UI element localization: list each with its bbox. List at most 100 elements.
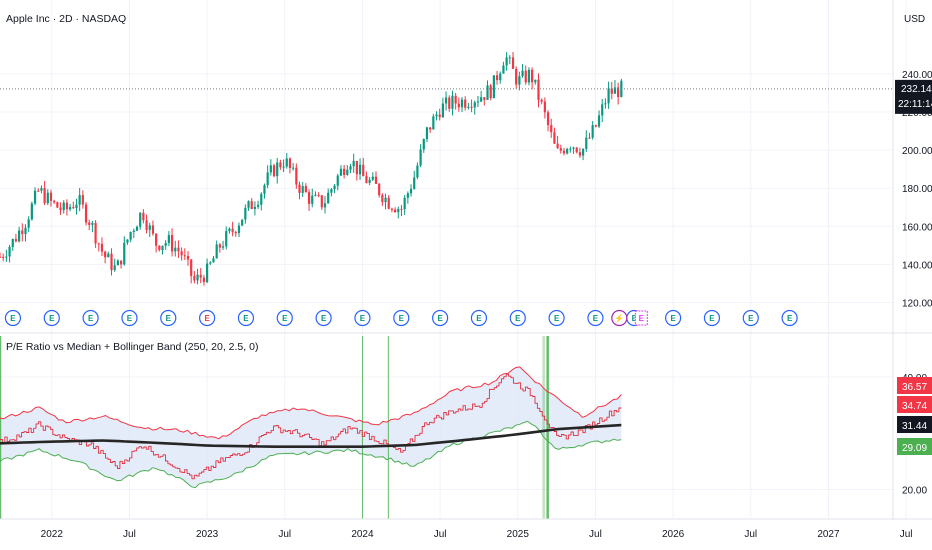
candle-body — [100, 243, 104, 252]
candle-body — [371, 176, 374, 180]
candle-body — [247, 201, 250, 208]
upper-band-line — [0, 366, 622, 440]
pe-tag-value-median: 31.44 — [902, 421, 927, 432]
earnings-label: E — [166, 314, 172, 323]
earnings-icon — [199, 309, 216, 327]
candle-body — [241, 219, 244, 226]
time-axis-label: 2027 — [817, 529, 840, 540]
earnings-label: E — [632, 314, 638, 323]
candle-body — [119, 260, 123, 265]
price-tag-value: 232.14 — [901, 84, 932, 95]
symbol-title[interactable]: Apple Inc · 2D · NASDAQ — [6, 13, 126, 25]
time-axis[interactable]: 2022 Jul 2023 Jul 2024 Jul 2025 Jul 2026 Jul 2027 J… — [0, 518, 932, 540]
lower-band-line — [0, 420, 622, 489]
earnings-label: E — [243, 314, 249, 323]
candle-body — [604, 103, 607, 105]
candle-body — [193, 275, 196, 281]
candle-body — [253, 206, 257, 209]
candle-body — [250, 201, 253, 209]
candle-body — [116, 260, 119, 266]
candle-body — [378, 183, 381, 196]
candle-body — [464, 99, 467, 108]
earnings-icon — [470, 309, 488, 327]
candle-body — [107, 253, 110, 258]
candle-body — [556, 143, 559, 149]
candle-body — [0, 256, 2, 258]
candle-body — [492, 75, 495, 99]
candle-body — [362, 164, 365, 177]
candle-body — [572, 147, 575, 149]
time-axis-label: Jul — [123, 529, 136, 540]
candle-body — [607, 88, 610, 104]
candle-body — [78, 195, 81, 205]
candle-body — [59, 207, 62, 211]
price-tick-label: 180.00 — [902, 184, 932, 195]
earnings-label: E — [515, 314, 521, 323]
time-axis-label: 2023 — [196, 529, 219, 540]
candle-body — [196, 274, 199, 281]
candle-body — [534, 79, 537, 83]
earnings-label: E — [554, 314, 560, 323]
candle-body — [256, 204, 260, 207]
candle-body — [540, 99, 543, 102]
pe-tag-pe — [897, 396, 932, 413]
pe-tag-value-upper: 36.57 — [902, 382, 927, 393]
candle-body — [269, 165, 272, 173]
price-axis[interactable]: USD 240.00220.00200.00180.00160.00140.00… — [895, 14, 932, 309]
candle-body — [511, 57, 515, 69]
candle-body — [597, 115, 601, 127]
candle-body — [448, 97, 451, 109]
candle-body — [330, 189, 333, 193]
candle-body — [40, 188, 43, 191]
earnings-label: E — [321, 314, 327, 323]
candle-body — [209, 262, 212, 264]
candle-body — [470, 106, 473, 108]
candle-body — [183, 255, 186, 257]
candle-body — [546, 112, 550, 126]
pe-pane[interactable] — [0, 336, 622, 519]
earnings-label: E — [709, 314, 715, 323]
time-axis-label: 2025 — [507, 529, 530, 540]
candle-body — [476, 101, 480, 103]
time-axis-label: Jul — [434, 529, 447, 540]
earnings-label: E — [360, 314, 366, 323]
candle-body — [2, 256, 5, 258]
candle-body — [81, 195, 84, 205]
price-tick-label: 120.00 — [902, 298, 932, 309]
candle-body — [304, 186, 307, 193]
candle-body — [282, 166, 285, 168]
candle-body — [139, 212, 142, 227]
candle-body — [237, 225, 241, 234]
candle-body — [384, 197, 387, 203]
time-axis-label: 2026 — [662, 529, 685, 540]
candle-body — [190, 259, 193, 276]
candle-body — [502, 65, 505, 74]
candle-body — [409, 188, 413, 194]
candle-body — [18, 230, 21, 242]
time-axis-label: 2024 — [351, 529, 374, 540]
candle-body — [422, 139, 425, 150]
indicator-title[interactable]: P/E Ratio vs Median + Bollinger Band (25… — [6, 341, 258, 353]
earnings-icon — [587, 309, 604, 327]
candle-body — [164, 242, 167, 246]
candle-body — [451, 95, 454, 109]
pe-tag-lower — [897, 438, 932, 455]
dividend-icon — [611, 309, 628, 327]
price-tag-countdown: 22:11:14 — [898, 99, 932, 110]
candle-body — [244, 207, 247, 220]
earnings-icon — [276, 309, 293, 327]
candle-body — [123, 242, 126, 265]
candle-body — [186, 255, 190, 260]
candle-body — [151, 225, 155, 234]
candle-body — [142, 212, 145, 221]
candle-body — [543, 101, 546, 113]
candle-body — [158, 245, 161, 250]
candle-body — [585, 137, 588, 149]
price-pane[interactable] — [0, 52, 893, 286]
candle-body — [323, 203, 327, 208]
pe-tag-upper — [897, 377, 932, 394]
candle-body — [212, 258, 215, 263]
candle-body — [489, 85, 492, 99]
